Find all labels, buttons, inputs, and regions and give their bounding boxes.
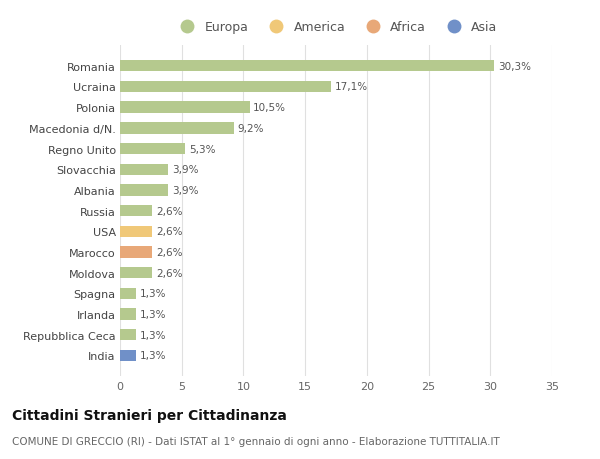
Bar xyxy=(120,206,152,217)
Bar xyxy=(120,144,185,155)
Text: 1,3%: 1,3% xyxy=(140,330,166,340)
Text: 3,9%: 3,9% xyxy=(172,165,199,175)
Text: 1,3%: 1,3% xyxy=(140,309,166,319)
Text: 2,6%: 2,6% xyxy=(156,227,182,237)
Text: 3,9%: 3,9% xyxy=(172,185,199,196)
Bar xyxy=(120,185,168,196)
Text: 2,6%: 2,6% xyxy=(156,247,182,257)
Bar xyxy=(120,288,136,299)
Bar xyxy=(120,123,233,134)
Text: 2,6%: 2,6% xyxy=(156,268,182,278)
Bar xyxy=(120,330,136,341)
Bar xyxy=(120,61,494,72)
Bar xyxy=(120,226,152,237)
Bar xyxy=(120,82,331,93)
Text: 30,3%: 30,3% xyxy=(497,62,530,72)
Text: 1,3%: 1,3% xyxy=(140,351,166,361)
Bar xyxy=(120,268,152,279)
Bar xyxy=(120,164,168,175)
Text: 10,5%: 10,5% xyxy=(253,103,286,113)
Text: Cittadini Stranieri per Cittadinanza: Cittadini Stranieri per Cittadinanza xyxy=(12,409,287,422)
Bar xyxy=(120,350,136,361)
Bar xyxy=(120,102,250,113)
Text: 2,6%: 2,6% xyxy=(156,206,182,216)
Text: 1,3%: 1,3% xyxy=(140,289,166,299)
Bar xyxy=(120,309,136,320)
Bar xyxy=(120,247,152,258)
Text: 9,2%: 9,2% xyxy=(237,123,264,134)
Legend: Europa, America, Africa, Asia: Europa, America, Africa, Asia xyxy=(172,18,500,36)
Text: COMUNE DI GRECCIO (RI) - Dati ISTAT al 1° gennaio di ogni anno - Elaborazione TU: COMUNE DI GRECCIO (RI) - Dati ISTAT al 1… xyxy=(12,436,500,446)
Text: 17,1%: 17,1% xyxy=(335,82,368,92)
Text: 5,3%: 5,3% xyxy=(189,144,215,154)
